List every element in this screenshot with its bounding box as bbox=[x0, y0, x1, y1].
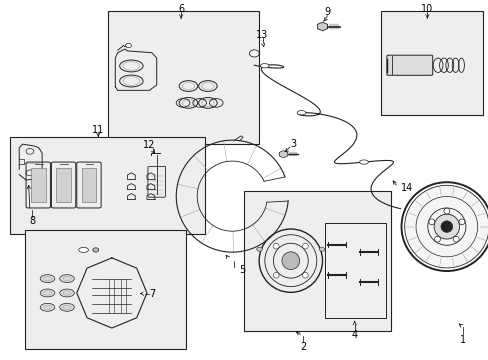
Bar bbox=[325, 223, 385, 318]
Text: 4: 4 bbox=[351, 330, 357, 340]
Ellipse shape bbox=[273, 273, 279, 278]
Text: 3: 3 bbox=[289, 139, 296, 149]
Text: 8: 8 bbox=[29, 216, 35, 226]
Ellipse shape bbox=[79, 247, 88, 252]
Ellipse shape bbox=[40, 275, 55, 283]
Text: 10: 10 bbox=[420, 4, 432, 14]
Ellipse shape bbox=[40, 289, 55, 297]
Ellipse shape bbox=[443, 208, 449, 214]
Ellipse shape bbox=[458, 219, 464, 225]
Ellipse shape bbox=[428, 219, 434, 225]
Bar bbox=[108, 12, 259, 144]
Bar bbox=[31, 168, 45, 202]
Ellipse shape bbox=[319, 247, 325, 251]
Text: 13: 13 bbox=[256, 30, 268, 40]
Ellipse shape bbox=[60, 289, 74, 297]
Bar bbox=[244, 191, 390, 330]
Ellipse shape bbox=[93, 248, 99, 252]
Ellipse shape bbox=[260, 64, 268, 68]
Ellipse shape bbox=[60, 275, 74, 283]
Text: 2: 2 bbox=[299, 342, 305, 352]
Ellipse shape bbox=[359, 160, 367, 164]
Bar bbox=[81, 168, 96, 202]
Text: 9: 9 bbox=[324, 7, 330, 17]
Text: 7: 7 bbox=[149, 289, 155, 299]
FancyBboxPatch shape bbox=[386, 55, 432, 75]
Text: 12: 12 bbox=[143, 140, 155, 150]
Text: 6: 6 bbox=[178, 4, 184, 14]
Ellipse shape bbox=[302, 243, 307, 249]
Ellipse shape bbox=[433, 214, 459, 239]
Ellipse shape bbox=[273, 243, 279, 249]
Circle shape bbox=[249, 50, 259, 57]
Ellipse shape bbox=[297, 111, 305, 115]
Bar bbox=[56, 168, 71, 202]
Bar bbox=[10, 137, 205, 234]
Ellipse shape bbox=[302, 273, 307, 278]
Ellipse shape bbox=[282, 252, 299, 270]
Ellipse shape bbox=[60, 303, 74, 311]
Ellipse shape bbox=[404, 185, 488, 268]
Text: 5: 5 bbox=[239, 265, 244, 275]
Ellipse shape bbox=[40, 303, 55, 311]
Text: 11: 11 bbox=[92, 125, 104, 135]
Ellipse shape bbox=[434, 236, 440, 242]
Ellipse shape bbox=[452, 236, 458, 242]
Text: 1: 1 bbox=[459, 334, 465, 345]
Ellipse shape bbox=[440, 221, 452, 233]
Bar bbox=[25, 230, 185, 348]
Text: 14: 14 bbox=[400, 183, 412, 193]
Circle shape bbox=[125, 43, 131, 48]
Ellipse shape bbox=[256, 247, 262, 251]
Bar bbox=[380, 12, 483, 116]
